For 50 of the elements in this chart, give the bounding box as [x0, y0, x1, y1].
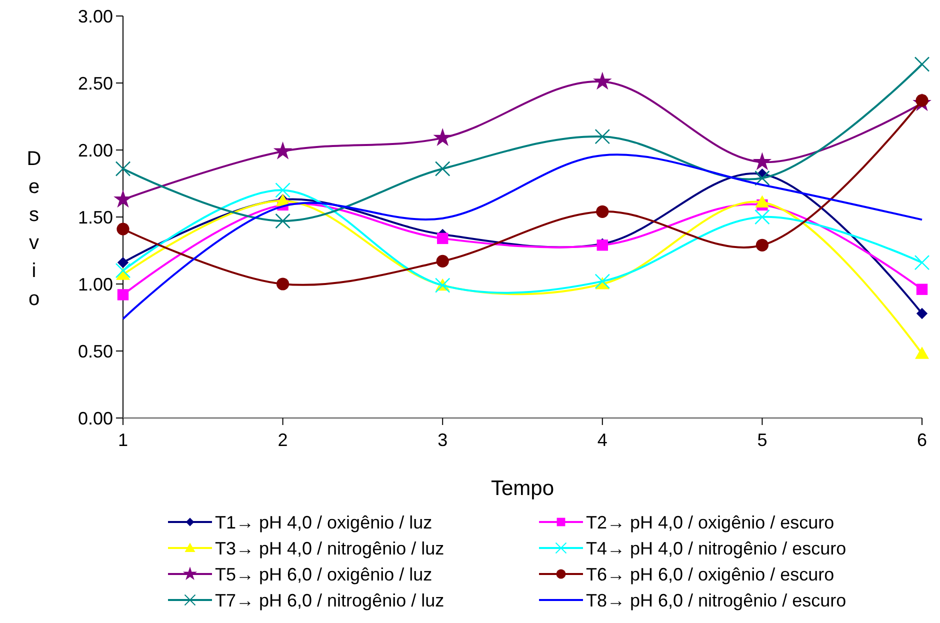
y-tick-label: 1.00 — [78, 274, 113, 294]
point — [596, 205, 609, 218]
legend-label: T2→ pH 4,0 / oxigênio / escuro — [586, 512, 834, 532]
point — [115, 161, 131, 176]
point — [433, 128, 452, 146]
point — [437, 232, 448, 244]
legend-label: T7→ pH 6,0 / nitrogênio / luz — [215, 590, 444, 610]
legend-label: T5→ pH 6,0 / oxigênio / luz — [215, 564, 432, 584]
point — [434, 161, 450, 176]
y-tick-label: 1.50 — [78, 207, 113, 228]
x-tick-label: 3 — [438, 430, 448, 450]
y-tick-label: 3.00 — [78, 6, 113, 26]
point — [114, 190, 132, 208]
point — [914, 254, 930, 270]
point — [592, 72, 612, 90]
point — [275, 182, 290, 198]
x-tick-label: 4 — [597, 430, 608, 450]
x-tick-label: 1 — [118, 430, 128, 450]
point — [117, 256, 129, 268]
y-tick-label: 0.50 — [78, 341, 113, 362]
legend-label: T8→ pH 6,0 / nitrogênio / escuro — [586, 590, 846, 610]
point — [915, 346, 929, 359]
y-axis-title: Desvio — [26, 148, 42, 310]
y-tick-label: 0.00 — [78, 408, 113, 428]
point — [752, 152, 772, 170]
point — [916, 284, 928, 295]
x-tick-label: 2 — [278, 430, 288, 450]
point — [594, 274, 610, 289]
point — [116, 222, 130, 236]
legend-label: T1→ pH 4,0 / oxigênio / luz — [215, 512, 432, 532]
point — [756, 238, 768, 252]
point — [115, 262, 131, 278]
point — [914, 56, 930, 72]
y-tick-label: 2.00 — [78, 140, 113, 160]
x-tick-label: 5 — [757, 430, 768, 450]
x-tick-label: 6 — [916, 430, 928, 450]
point — [273, 141, 292, 160]
x-axis-title: Tempo — [490, 477, 554, 500]
point — [275, 213, 290, 229]
point — [117, 289, 129, 300]
y-tick-label: 2.50 — [78, 73, 113, 94]
point — [916, 308, 928, 320]
legend-label: T4→ pH 4,0 / nitrogênio / escuro — [586, 538, 846, 558]
point — [436, 254, 449, 268]
point — [754, 209, 770, 225]
legend-label: T3→ pH 4,0 / nitrogênio / luz — [215, 538, 444, 558]
point — [276, 278, 290, 290]
legend-label: T6→ pH 6,0 / oxigênio / escuro — [586, 564, 834, 584]
point — [594, 128, 610, 144]
point — [755, 195, 770, 208]
